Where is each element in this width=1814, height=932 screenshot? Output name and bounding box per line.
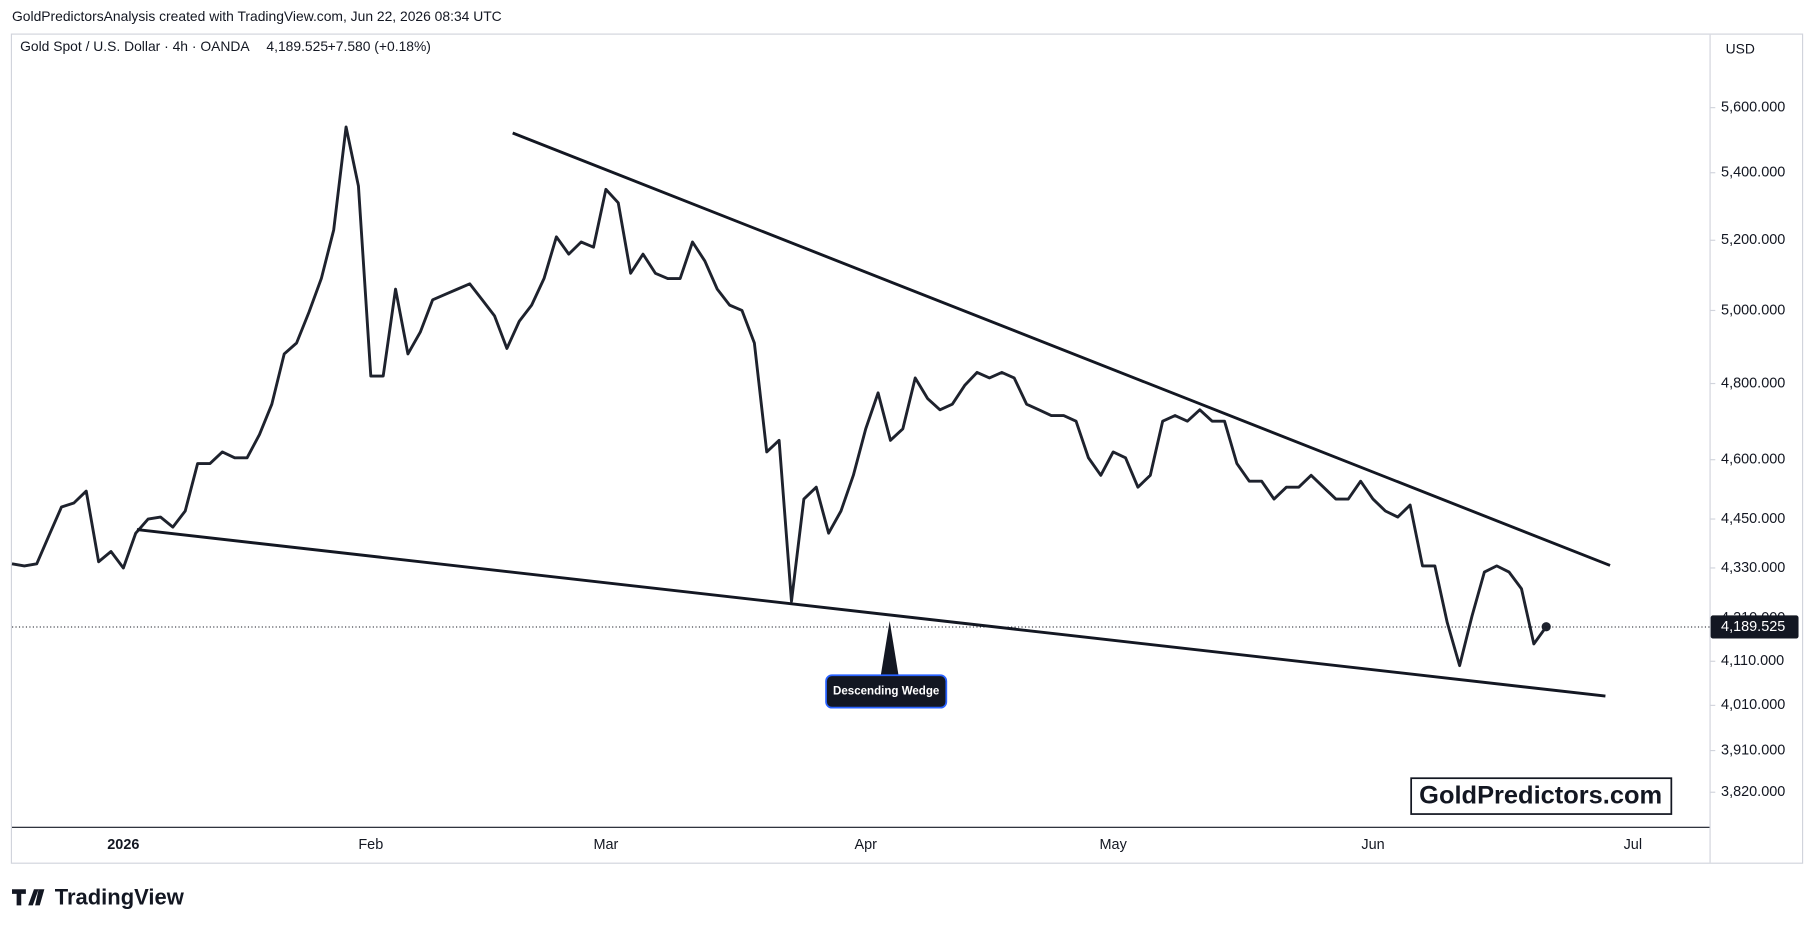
last-price-label: 4,189.525 <box>1721 619 1785 635</box>
brand-icon <box>12 889 45 906</box>
y-tick-label: 4,330.000 <box>1721 560 1785 576</box>
x-tick-label: May <box>1100 837 1128 853</box>
legend-symbol: Gold Spot / U.S. Dollar · 4h · OANDA <box>20 38 250 54</box>
lower-trendline <box>136 528 1606 698</box>
callout-text: Descending Wedge <box>833 686 940 698</box>
brand-logo: TradingView <box>12 884 185 909</box>
callout-pointer <box>880 620 899 678</box>
plot: 5,600.000 5,400.000 5,200.000 5,000.000 4,80… <box>11 99 1799 853</box>
x-tick-label: Mar <box>593 837 618 853</box>
y-tick-label: 4,600.000 <box>1721 452 1785 468</box>
x-tick-label: Apr <box>854 837 877 853</box>
y-tick-label: 5,000.000 <box>1721 302 1785 318</box>
price-line <box>11 125 1548 668</box>
x-tick-label: 2026 <box>107 837 139 853</box>
y-tick-label: 4,010.000 <box>1721 697 1785 713</box>
legend-price: 4,189.525 <box>266 38 328 54</box>
watermark: GoldPredictors.com <box>1419 781 1662 809</box>
y-tick-label: 4,450.000 <box>1721 511 1785 527</box>
currency: USD <box>1726 40 1755 56</box>
callout-box <box>825 674 948 709</box>
header-credit: GoldPredictorsAnalysis created with Trad… <box>12 8 502 24</box>
y-tick-label: 4,110.000 <box>1721 653 1784 669</box>
y-tick-label: 4,800.000 <box>1721 375 1785 391</box>
frame-border <box>10 33 1804 864</box>
y-tick-label: 3,820.000 <box>1721 784 1785 800</box>
upper-trendline <box>512 131 1611 567</box>
last-price-tag <box>1710 615 1799 639</box>
x-tick-label: Jul <box>1624 837 1642 853</box>
watermark-box <box>1410 777 1673 815</box>
x-tick-label: Feb <box>358 837 383 853</box>
y-tick-label: 5,600.000 <box>1721 99 1785 115</box>
trendlines <box>136 131 1611 698</box>
x-tick-label: Jun <box>1361 837 1384 853</box>
y-tick-label: 5,400.000 <box>1721 165 1785 181</box>
y-tick-label: 3,910.000 <box>1721 742 1785 758</box>
y-tick-label: 5,200.000 <box>1721 232 1785 248</box>
brand-name: TradingView <box>55 884 185 909</box>
legend-change: +7.580 (+0.18%) <box>328 38 431 54</box>
